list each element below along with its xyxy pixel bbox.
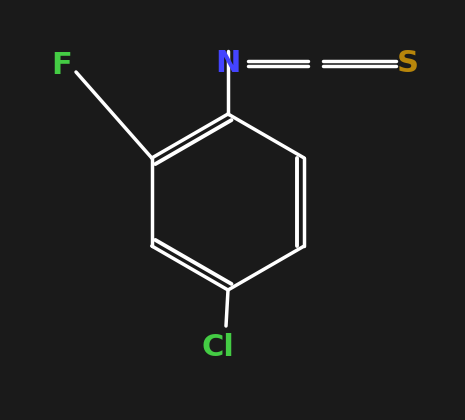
Text: F: F (52, 52, 73, 81)
Text: Cl: Cl (201, 333, 234, 362)
Text: N: N (215, 48, 241, 78)
Text: S: S (397, 48, 419, 78)
